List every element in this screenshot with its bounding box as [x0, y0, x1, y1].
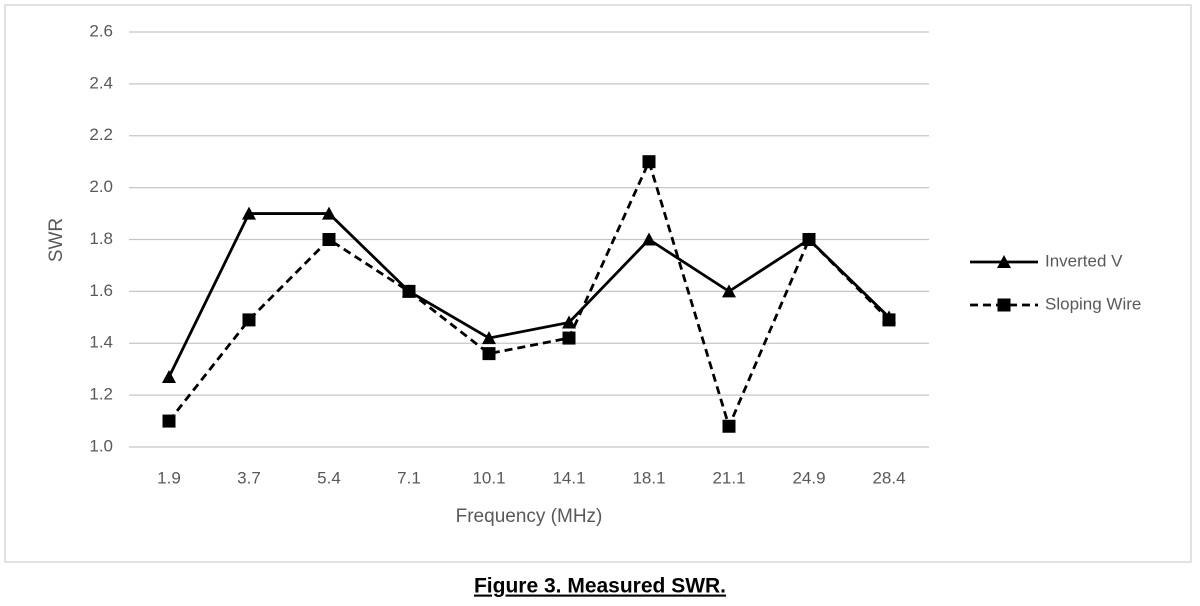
x-tick-label: 1.9 [157, 468, 181, 487]
caption: Figure 3. Measured SWR. [474, 575, 726, 598]
y-tick-label: 2.6 [89, 21, 113, 40]
marker [402, 284, 416, 298]
x-axis-label: Frequency (MHz) [456, 506, 603, 527]
legend-marker [997, 255, 1011, 268]
legend-label: Sloping Wire [1045, 294, 1141, 313]
y-axis-label: SWR [46, 218, 67, 262]
x-tick-label: 10.1 [472, 468, 505, 487]
marker [882, 313, 896, 327]
y-tick-label: 1.8 [89, 229, 113, 248]
legend-marker [997, 298, 1011, 312]
marker [242, 206, 256, 220]
marker [482, 331, 496, 345]
series-line [167, 157, 890, 431]
legend-label: Inverted V [1045, 251, 1123, 270]
marker [482, 347, 496, 361]
y-tick-label: 1.0 [89, 436, 113, 455]
marker [642, 155, 656, 169]
y-tick-label: 2.2 [89, 125, 113, 144]
marker [722, 419, 736, 433]
chart-frame [4, 4, 1192, 563]
x-tick-label: 18.1 [632, 468, 665, 487]
marker [562, 315, 576, 329]
marker [802, 233, 816, 246]
y-tick-label: 1.2 [89, 385, 113, 404]
marker [642, 232, 656, 246]
marker [322, 233, 336, 246]
x-tick-label: 5.4 [317, 468, 341, 487]
marker [562, 331, 576, 345]
x-tick-label: 14.1 [552, 468, 585, 487]
marker [162, 414, 176, 428]
marker [722, 284, 736, 298]
marker [322, 206, 336, 220]
series-line [167, 212, 890, 378]
y-tick-label: 2.4 [89, 73, 113, 92]
x-tick-label: 28.4 [872, 468, 905, 487]
x-tick-label: 3.7 [237, 468, 261, 487]
x-tick-label: 7.1 [397, 468, 421, 487]
marker [242, 313, 256, 327]
x-tick-label: 21.1 [712, 468, 745, 487]
y-tick-label: 1.4 [89, 333, 113, 352]
y-tick-label: 1.6 [89, 281, 113, 300]
y-tick-label: 2.0 [89, 177, 113, 196]
marker [162, 369, 176, 383]
x-tick-label: 24.9 [792, 468, 825, 487]
